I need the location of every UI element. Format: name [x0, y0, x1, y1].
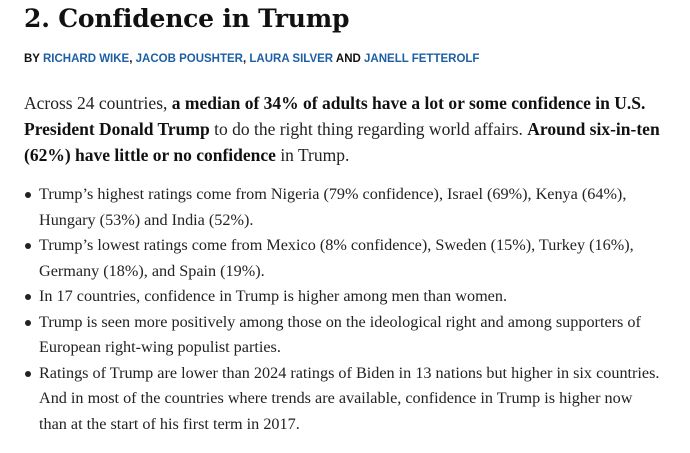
byline-separator: , [129, 53, 133, 65]
list-item: Trump’s lowest ratings come from Mexico … [24, 233, 664, 284]
intro-paragraph: Across 24 countries, a median of 34% of … [24, 90, 664, 168]
intro-text: to do the right thing regarding world af… [209, 119, 528, 139]
key-findings-list: Trump’s highest ratings come from Nigeri… [24, 182, 664, 437]
intro-highlight: a median of 34% of adults have a lot or … [24, 93, 646, 139]
intro-text: Across 24 countries, [24, 93, 172, 113]
byline-prefix: BY [24, 53, 40, 65]
author-link[interactable]: JACOB POUSHTER [135, 53, 243, 65]
list-item: Trump is seen more positively among thos… [24, 310, 664, 361]
author-link[interactable]: RICHARD WIKE [42, 53, 130, 65]
byline-conjunction: AND [335, 53, 361, 65]
byline-separator: , [243, 53, 247, 65]
byline: BY RICHARD WIKE, JACOB POUSHTER, LAURA S… [24, 52, 479, 66]
author-link[interactable]: JANELL FETTEROLF [364, 53, 480, 65]
author-link[interactable]: LAURA SILVER [249, 53, 334, 65]
intro-highlight: Around six-in-ten (62%) have little or n… [24, 119, 660, 165]
list-item: Ratings of Trump are lower than 2024 rat… [24, 361, 664, 438]
list-item: Trump’s highest ratings come from Nigeri… [24, 182, 664, 233]
intro-text: in Trump. [275, 145, 350, 165]
page-title: 2. Confidence in Trump [24, 4, 350, 33]
list-item: In 17 countries, confidence in Trump is … [24, 284, 664, 310]
